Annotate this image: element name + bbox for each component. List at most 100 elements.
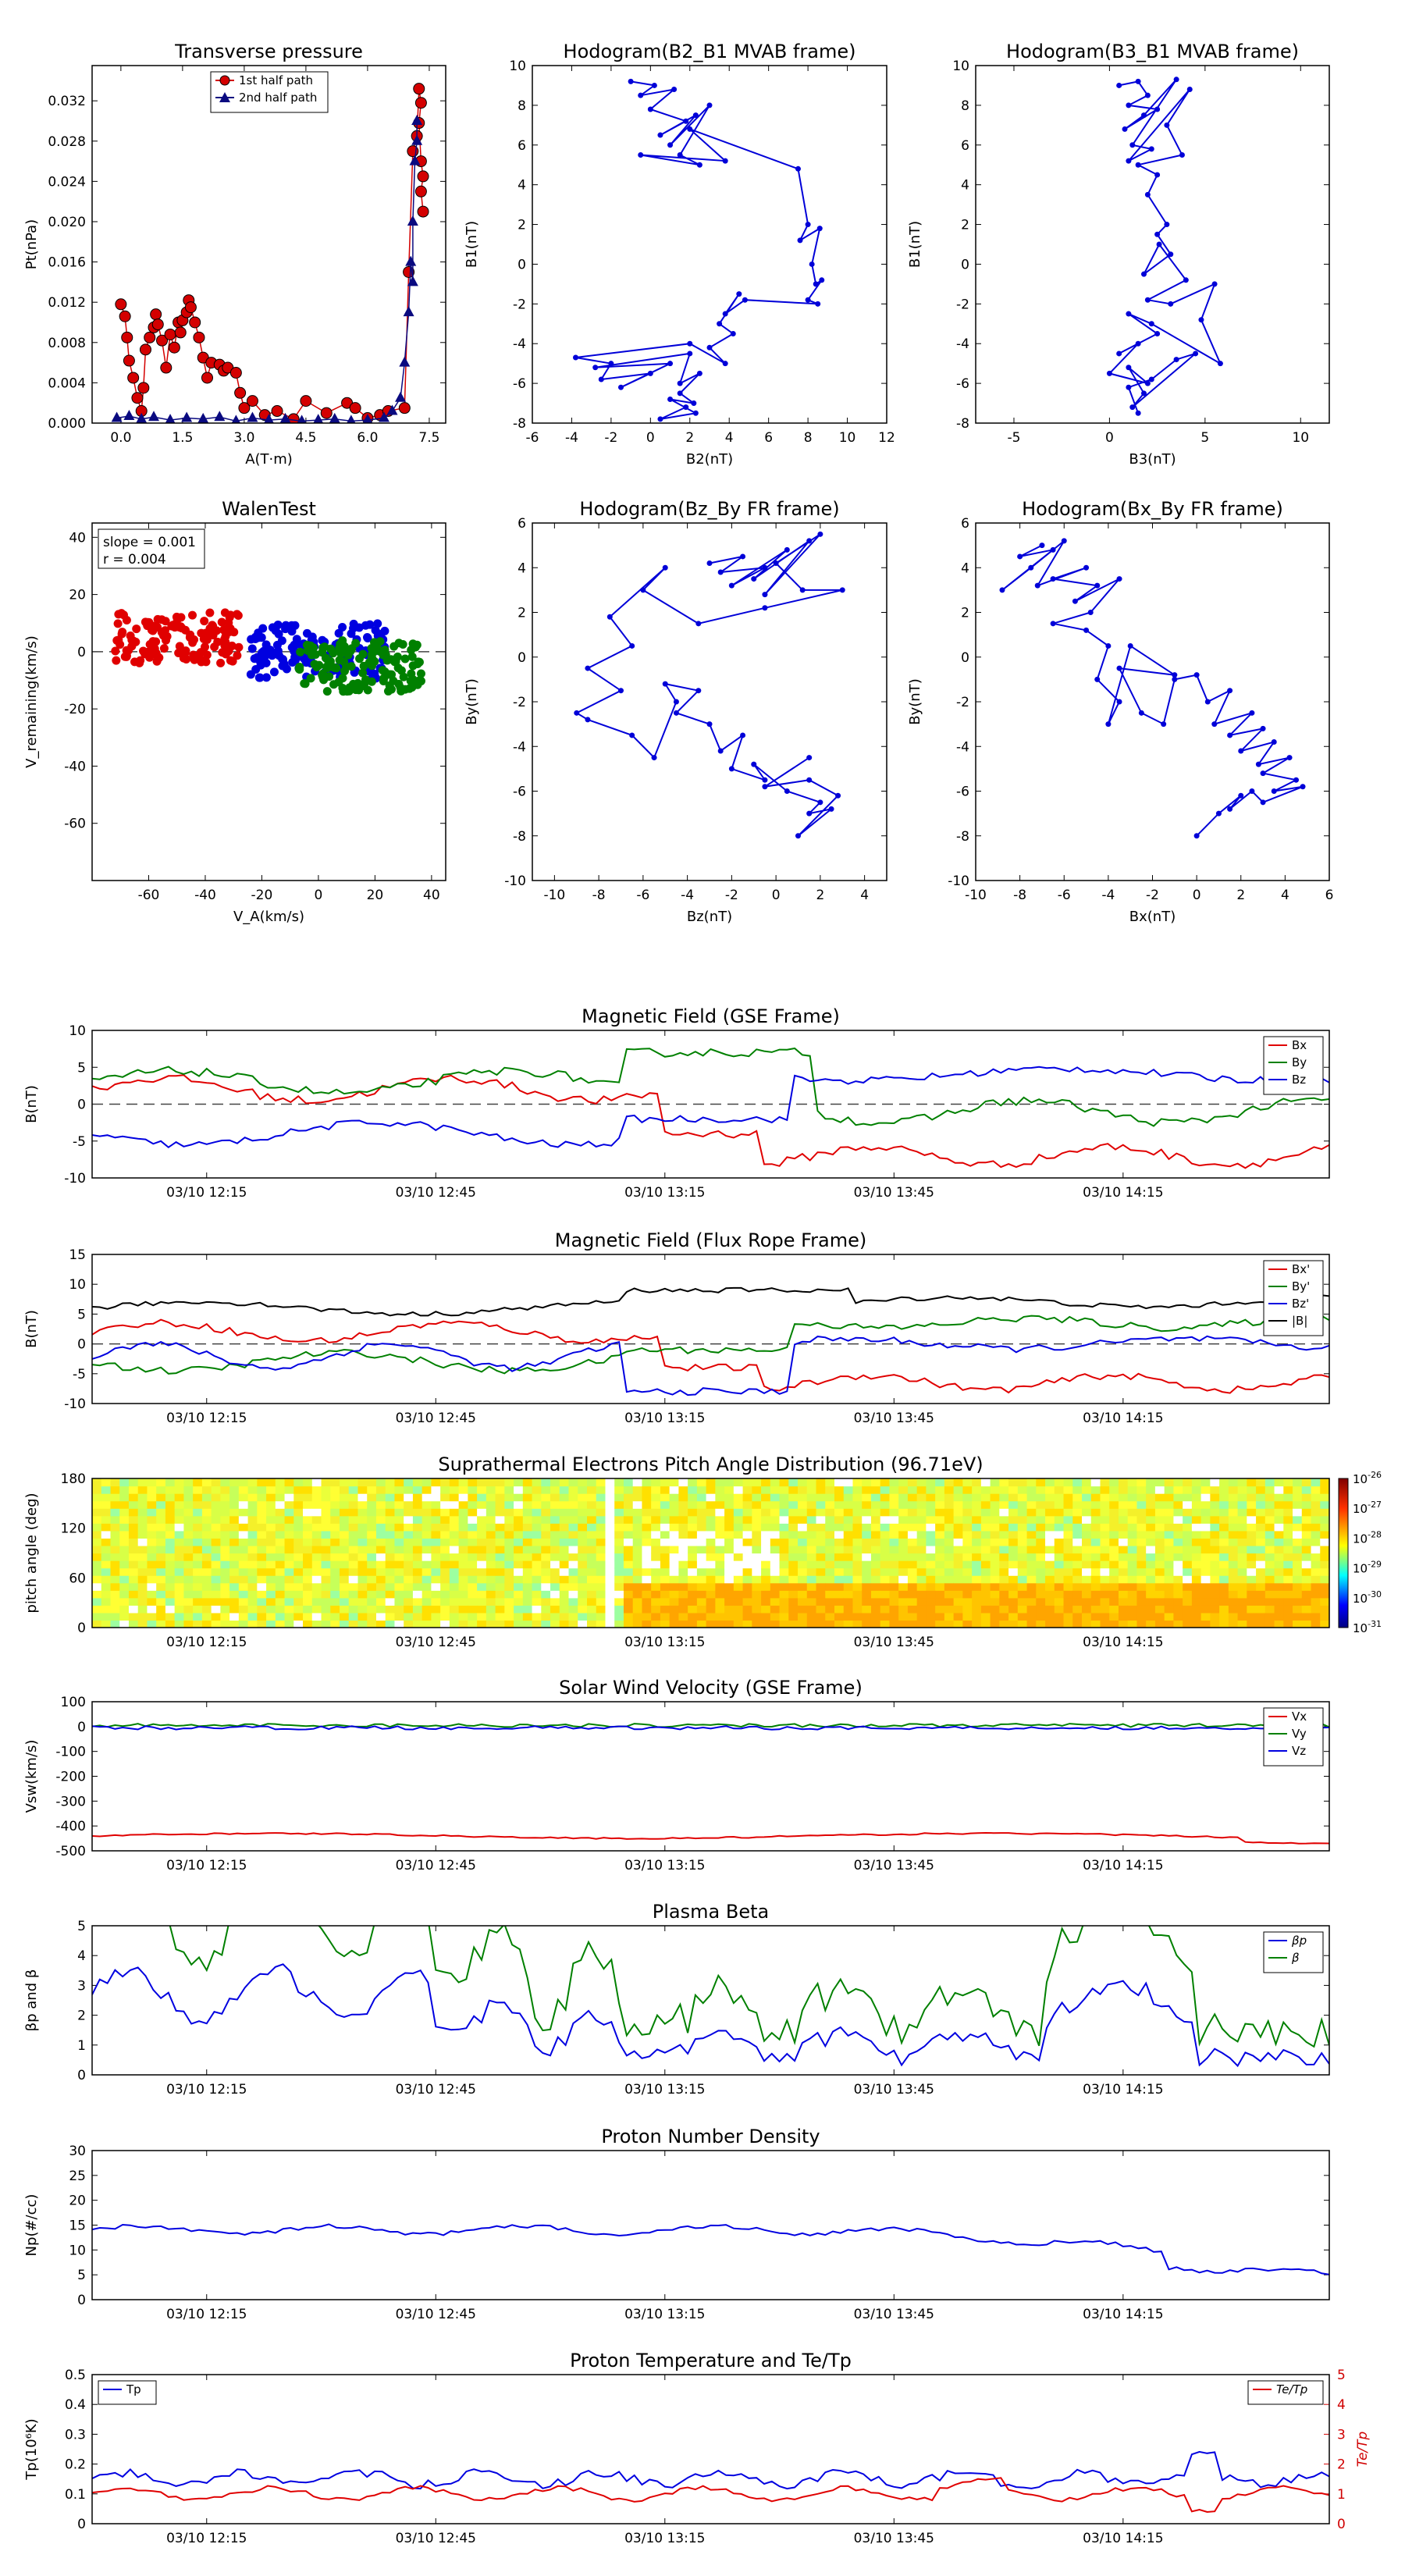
heatmap-cell xyxy=(1219,1575,1229,1584)
x-tick-label: 03/10 13:15 xyxy=(624,1185,705,1201)
heatmap-cell xyxy=(862,1515,872,1524)
heatmap-cell xyxy=(514,1478,524,1487)
heatmap-cell xyxy=(1017,1478,1028,1487)
heatmap-cell xyxy=(404,1597,414,1606)
heatmap-cell xyxy=(284,1612,294,1621)
data-point xyxy=(618,384,624,390)
heatmap-cell xyxy=(568,1582,578,1591)
heatmap-cell xyxy=(275,1478,286,1487)
heatmap-cell xyxy=(522,1582,533,1591)
heatmap-cell xyxy=(1127,1515,1138,1524)
heatmap-cell xyxy=(422,1575,432,1584)
heatmap-cell xyxy=(798,1545,808,1554)
heatmap-cell xyxy=(311,1605,322,1614)
heatmap-cell xyxy=(541,1515,551,1524)
x-tick-label: -40 xyxy=(194,888,216,903)
heatmap-cell xyxy=(1036,1515,1046,1524)
heatmap-cell xyxy=(257,1500,267,1509)
heatmap-cell xyxy=(1127,1478,1138,1487)
colorbar-gradient xyxy=(1338,1478,1349,1628)
heatmap-cell xyxy=(229,1523,240,1532)
heatmap-cell xyxy=(330,1478,340,1487)
heatmap-cell xyxy=(559,1500,570,1509)
heatmap-cell xyxy=(174,1523,185,1532)
heatmap-cell xyxy=(614,1500,624,1509)
heatmap-cell xyxy=(147,1508,157,1517)
heatmap-cell xyxy=(642,1545,652,1554)
heatmap-cell xyxy=(806,1508,817,1517)
heatmap-cell xyxy=(440,1620,450,1628)
heatmap-cell xyxy=(632,1567,643,1576)
heatmap-cell xyxy=(605,1508,615,1517)
heatmap-cell xyxy=(1136,1500,1147,1509)
heatmap-cell xyxy=(1274,1567,1284,1576)
heatmap-cell xyxy=(715,1605,725,1614)
heatmap-cell xyxy=(1063,1515,1073,1524)
heatmap-cell xyxy=(174,1478,185,1487)
heatmap-cell xyxy=(1293,1560,1303,1569)
heatmap-cell xyxy=(348,1560,359,1569)
heatmap-cell xyxy=(101,1485,112,1494)
heatmap-cell xyxy=(898,1605,909,1614)
heatmap-cell xyxy=(201,1575,212,1584)
heatmap-cell xyxy=(816,1538,826,1546)
heatmap-cell xyxy=(870,1567,881,1576)
heatmap-cell xyxy=(504,1478,514,1487)
data-point xyxy=(407,646,416,655)
heatmap-cell xyxy=(174,1485,185,1494)
heatmap-cell xyxy=(321,1582,331,1591)
heatmap-cell xyxy=(816,1620,826,1628)
heatmap-cell xyxy=(1072,1612,1083,1621)
x-tick-label: -2 xyxy=(1146,888,1159,903)
heatmap-cell xyxy=(532,1597,542,1606)
heatmap-cell xyxy=(770,1567,781,1576)
heatmap-cell xyxy=(468,1612,478,1621)
data-point xyxy=(1286,755,1293,761)
heatmap-cell xyxy=(642,1523,652,1532)
heatmap-cell xyxy=(477,1508,487,1517)
heatmap-cell xyxy=(669,1553,680,1561)
heatmap-cell xyxy=(733,1620,744,1628)
heatmap-cell xyxy=(412,1500,423,1509)
heatmap-cell xyxy=(394,1545,404,1554)
heatmap-cell xyxy=(229,1605,240,1614)
heatmap-cell xyxy=(1164,1523,1175,1532)
heatmap-cell xyxy=(541,1553,551,1561)
heatmap-cell xyxy=(816,1485,826,1494)
heatmap-cell xyxy=(1183,1590,1193,1599)
heatmap-cell xyxy=(651,1612,661,1621)
chart-title: Suprathermal Electrons Pitch Angle Distr… xyxy=(438,1453,983,1475)
heatmap-cell xyxy=(806,1485,817,1494)
heatmap-cell xyxy=(321,1567,331,1576)
heatmap-cell xyxy=(870,1590,881,1599)
heatmap-cell xyxy=(559,1612,570,1621)
heatmap-cell xyxy=(257,1478,267,1487)
heatmap-cell xyxy=(412,1567,423,1576)
heatmap-cell xyxy=(944,1590,955,1599)
heatmap-cell xyxy=(1008,1515,1019,1524)
heatmap-cell xyxy=(468,1500,478,1509)
heatmap-cell xyxy=(1219,1560,1229,1569)
heatmap-cell xyxy=(907,1500,918,1509)
heatmap-cell xyxy=(889,1575,899,1584)
heatmap-cell xyxy=(1008,1478,1019,1487)
heatmap-cell xyxy=(623,1508,634,1517)
heatmap-cell xyxy=(1118,1478,1129,1487)
plot-frame xyxy=(532,65,887,424)
heatmap-cell xyxy=(926,1567,936,1576)
data-point xyxy=(265,646,275,655)
heatmap-cell xyxy=(330,1560,340,1569)
x-tick-label: 03/10 13:45 xyxy=(854,2082,934,2097)
heatmap-cell xyxy=(293,1538,304,1546)
heatmap-cell xyxy=(816,1515,826,1524)
heatmap-cell xyxy=(110,1515,120,1524)
data-point xyxy=(127,372,140,384)
data-point xyxy=(1186,87,1193,93)
x-tick-label: 03/10 12:15 xyxy=(166,2307,247,2322)
y-tick-label: 3 xyxy=(77,1978,86,1994)
heatmap-cell xyxy=(495,1523,505,1532)
heatmap-cell xyxy=(1036,1612,1046,1621)
data-point xyxy=(806,777,813,783)
heatmap-cell xyxy=(1063,1508,1073,1517)
heatmap-cell xyxy=(504,1567,514,1576)
